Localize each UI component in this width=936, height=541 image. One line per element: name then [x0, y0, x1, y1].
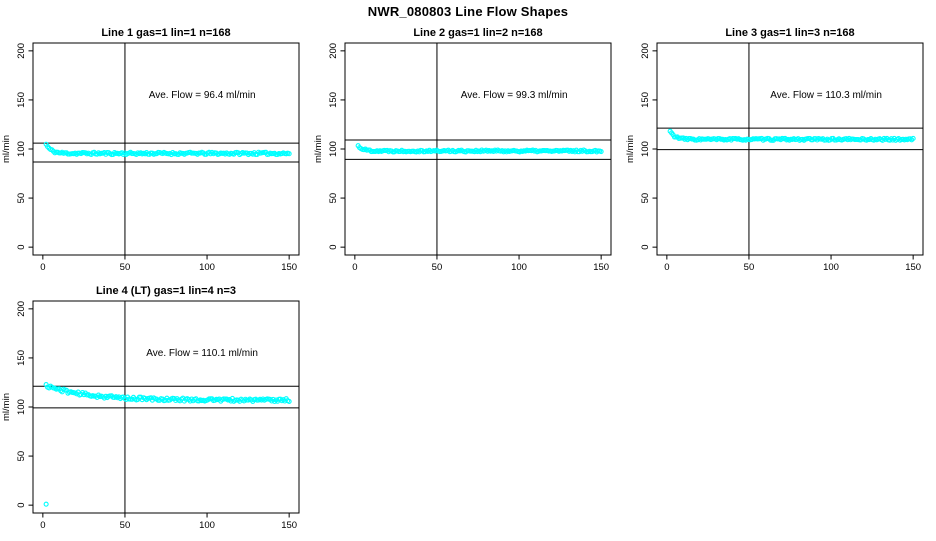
figure-title: NWR_080803 Line Flow Shapes [367, 4, 569, 19]
x-axis-tick-label: 150 [281, 520, 297, 531]
panel-line-2: 0 50 100 150 0 50 100 150 200 ml/min Line 2 gas=1 … [312, 20, 624, 278]
plot-frame [32, 42, 300, 256]
y-axis-tick-label: 100 [640, 141, 651, 157]
y-axis-tick-label: 150 [640, 92, 651, 108]
y-axis-label: ml/min [1, 393, 12, 421]
plot-frame [656, 42, 924, 256]
y-axis-label: ml/min [313, 135, 324, 163]
y-axis-tick-label: 0 [328, 244, 339, 249]
data-point [286, 151, 292, 157]
x-axis-tick-label: 50 [744, 262, 755, 273]
panel-title: Line 3 gas=1 lin=3 n=168 [725, 27, 854, 39]
chart-line-2: 0 50 100 150 0 50 100 150 200 ml/min Line 2 gas=1 … [313, 27, 612, 273]
x-axis-tick-label: 100 [823, 262, 839, 273]
x-axis-tick-label: 150 [281, 262, 297, 273]
plot-frame [32, 300, 300, 514]
panel-title: Line 1 gas=1 lin=1 n=168 [101, 27, 230, 39]
empty-cell [312, 278, 624, 536]
data-point [910, 135, 916, 142]
x-axis-tick-label: 100 [199, 262, 215, 273]
y-axis-tick-label: 100 [16, 399, 27, 415]
annotation: Ave. Flow = 99.3 ml/min [461, 90, 568, 101]
y-axis-tick-label: 150 [16, 92, 27, 108]
x-axis-tick-label: 0 [40, 262, 45, 273]
y-axis-tick-label: 150 [328, 92, 339, 108]
x-axis-tick-label: 50 [432, 262, 443, 273]
y-axis-tick-label: 50 [16, 193, 27, 204]
panel-line-3: 0 50 100 150 0 50 100 150 200 ml/min Line 3 gas=1 … [624, 20, 936, 278]
x-axis-tick-label: 50 [120, 520, 131, 531]
annotation: Ave. Flow = 110.3 ml/min [770, 90, 882, 101]
annotation: Ave. Flow = 110.1 ml/min [146, 348, 258, 359]
x-axis-tick-label: 0 [352, 262, 357, 273]
annotation: Ave. Flow = 96.4 ml/min [149, 90, 256, 101]
y-axis-tick-label: 200 [16, 301, 27, 317]
x-axis-tick-label: 100 [511, 262, 527, 273]
y-axis-tick-label: 100 [328, 141, 339, 157]
x-axis-tick-label: 0 [664, 262, 669, 273]
y-axis-tick-label: 100 [16, 141, 27, 157]
panel-title: Line 4 (LT) gas=1 lin=4 n=3 [96, 285, 236, 297]
y-axis-label: ml/min [625, 135, 636, 163]
y-axis-tick-label: 50 [328, 193, 339, 204]
x-axis-tick-label: 100 [199, 520, 215, 531]
y-axis-label: ml/min [1, 135, 12, 163]
panel-grid: 0 50 100 150 0 50 100 150 200 ml/min Line 1 gas=1 … [0, 20, 936, 536]
y-axis-tick-label: 200 [16, 43, 27, 59]
y-axis-tick-label: 0 [640, 244, 651, 249]
y-axis-tick-label: 50 [16, 451, 27, 462]
chart-line-4: 0 50 100 150 0 50 100 150 200 ml/min Line 4 (LT) g… [1, 285, 300, 531]
y-axis-tick-label: 200 [328, 43, 339, 59]
panel-line-4: 0 50 100 150 0 50 100 150 200 ml/min Line 4 (LT) g… [0, 278, 312, 536]
x-axis-tick-label: 150 [593, 262, 609, 273]
x-axis-tick-label: 150 [905, 262, 921, 273]
chart-line-3: 0 50 100 150 0 50 100 150 200 ml/min Line 3 gas=1 … [625, 27, 924, 273]
x-axis-tick-label: 50 [120, 262, 131, 273]
empty-cell [624, 278, 936, 536]
chart-line-1: 0 50 100 150 0 50 100 150 200 ml/min Line 1 gas=1 … [1, 27, 300, 273]
y-axis-tick-label: 0 [16, 244, 27, 249]
x-axis-tick-label: 0 [40, 520, 45, 531]
data-point [43, 501, 49, 507]
y-axis-tick-label: 50 [640, 193, 651, 204]
y-axis-tick-label: 150 [16, 350, 27, 366]
data-point [598, 149, 604, 155]
panel-title: Line 2 gas=1 lin=2 n=168 [413, 27, 542, 39]
panel-line-1: 0 50 100 150 0 50 100 150 200 ml/min Line 1 gas=1 … [0, 20, 312, 278]
y-axis-tick-label: 200 [640, 43, 651, 59]
data-point [286, 398, 292, 404]
y-axis-tick-label: 0 [16, 502, 27, 507]
